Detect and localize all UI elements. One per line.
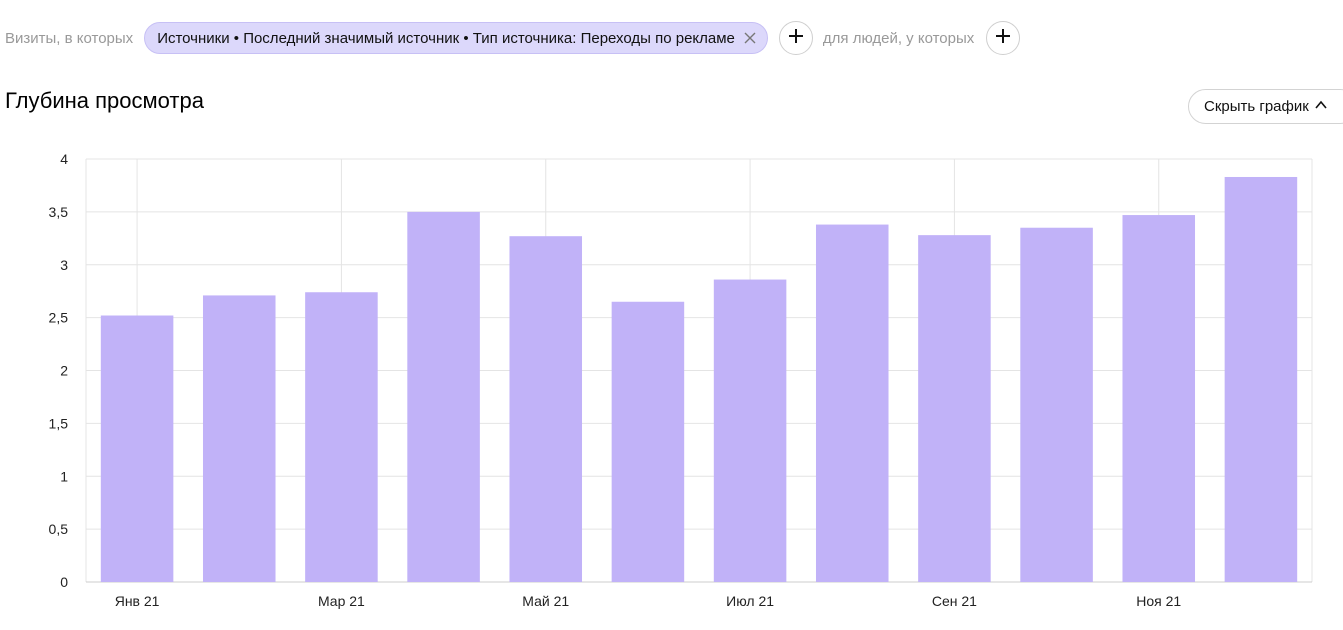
y-tick-label: 0,5 bbox=[49, 521, 69, 537]
bar-2[interactable] bbox=[202, 295, 276, 582]
source-filter-chip[interactable]: Источники • Последний значимый источник … bbox=[144, 22, 768, 54]
chart-bars bbox=[100, 176, 1298, 583]
filter-bar: Визиты, в которых Источники • Последний … bbox=[0, 20, 1021, 56]
add-visit-filter-button[interactable] bbox=[778, 21, 813, 55]
bar-6[interactable] bbox=[611, 301, 685, 582]
plus-icon bbox=[995, 28, 1011, 49]
x-tick-label: Сен 21 bbox=[932, 593, 977, 609]
bar-1[interactable] bbox=[100, 315, 174, 582]
bar-9[interactable] bbox=[918, 235, 991, 582]
y-tick-label: 1,5 bbox=[49, 415, 69, 431]
visits-filter-label: Визиты, в которых bbox=[5, 29, 134, 47]
chart-title: Глубина просмотра bbox=[5, 88, 204, 113]
bar-5[interactable] bbox=[509, 236, 583, 582]
y-tick-label: 2,5 bbox=[49, 310, 69, 326]
x-tick-label: Янв 21 bbox=[115, 593, 160, 609]
people-filter-label: для людей, у которых bbox=[822, 29, 975, 47]
y-tick-label: 1 bbox=[60, 468, 68, 484]
hide-chart-button-label: Скрыть график bbox=[1204, 98, 1309, 115]
x-tick-label: Июл 21 bbox=[726, 593, 774, 609]
y-tick-label: 3,5 bbox=[49, 204, 69, 220]
add-people-filter-button[interactable] bbox=[986, 21, 1021, 55]
x-tick-label: Мар 21 bbox=[318, 593, 365, 609]
y-tick-label: 2 bbox=[60, 363, 68, 379]
bar-3[interactable] bbox=[305, 292, 378, 582]
plus-icon bbox=[788, 28, 804, 49]
bar-7[interactable] bbox=[713, 279, 787, 582]
bar-12[interactable] bbox=[1224, 176, 1298, 582]
close-icon[interactable] bbox=[743, 31, 757, 45]
chevron-up-icon bbox=[1309, 98, 1328, 116]
bar-4[interactable] bbox=[407, 211, 480, 582]
bar-10[interactable] bbox=[1020, 227, 1093, 583]
chart-axis-labels: 0 0,5 1 1,5 2 2,5 3 3,5 4 Янв 21 Мар 21 Май 21 Июл 2… bbox=[49, 151, 1182, 609]
source-filter-chip-label: Источники • Последний значимый источник … bbox=[157, 29, 735, 47]
y-tick-label: 0 bbox=[60, 574, 68, 590]
x-tick-label: Май 21 bbox=[522, 593, 569, 609]
hide-chart-button[interactable]: Скрыть график bbox=[1188, 89, 1343, 124]
bar-11[interactable] bbox=[1122, 215, 1196, 583]
bar-chart: 0 0,5 1 1,5 2 2,5 3 3,5 4 Янв 21 Мар 21 Май 21 Июл 2… bbox=[49, 151, 1313, 609]
y-tick-label: 3 bbox=[60, 257, 68, 273]
y-tick-label: 4 bbox=[60, 151, 68, 167]
bar-8[interactable] bbox=[815, 224, 889, 582]
x-tick-label: Ноя 21 bbox=[1136, 593, 1181, 609]
